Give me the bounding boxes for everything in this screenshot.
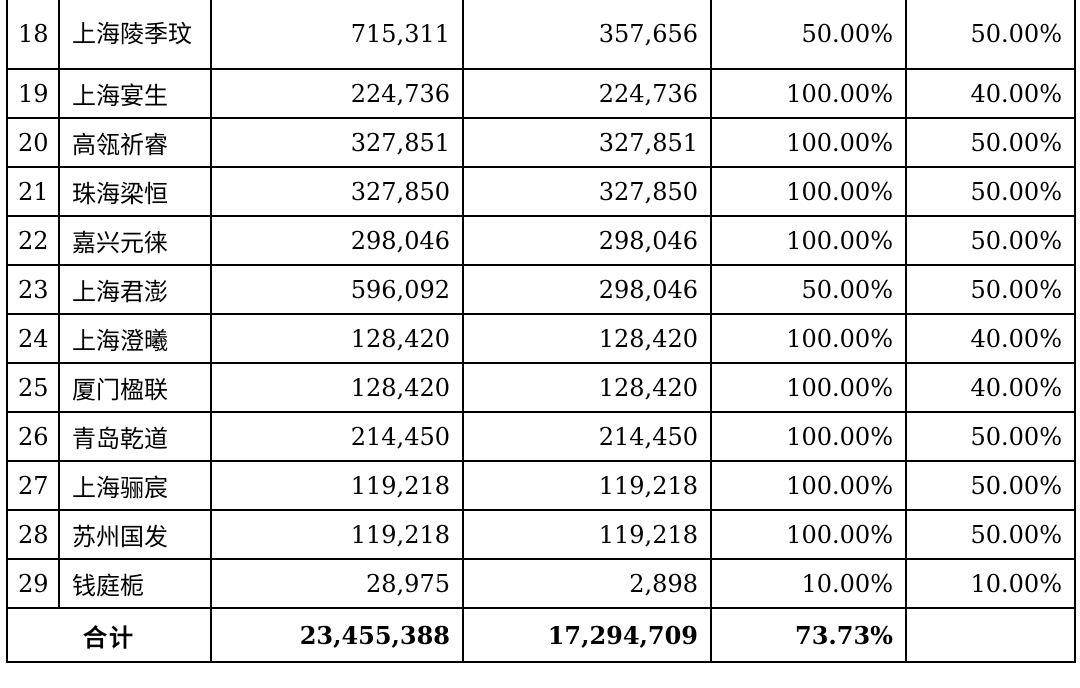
total-amount: 224,736	[210, 68, 464, 119]
subscription-ratio: 100.00%	[710, 509, 907, 560]
row-number: 27	[6, 460, 60, 511]
share-ratio: 40.00%	[905, 68, 1076, 119]
row-number: 22	[6, 215, 60, 266]
row-number: 19	[6, 68, 60, 119]
subscribed-amount: 357,656	[462, 0, 712, 70]
total-amount: 596,092	[210, 264, 464, 315]
share-ratio: 40.00%	[905, 313, 1076, 364]
table-row: 23 上海君澎 596,092 298,046 50.00% 50.00%	[6, 264, 1076, 315]
subscribed-amount: 327,851	[462, 117, 712, 168]
row-number: 18	[6, 0, 60, 70]
share-ratio: 50.00%	[905, 509, 1076, 560]
subscription-ratio: 100.00%	[710, 313, 907, 364]
row-number: 21	[6, 166, 60, 217]
subscribed-amount: 128,420	[462, 362, 712, 413]
investor-name: 高瓴祈睿	[58, 117, 212, 168]
share-ratio: 50.00%	[905, 411, 1076, 462]
total-share	[905, 607, 1076, 663]
subscription-ratio: 100.00%	[710, 362, 907, 413]
total-amount: 28,975	[210, 558, 464, 609]
total-amount: 327,851	[210, 117, 464, 168]
investor-name: 青岛乾道	[58, 411, 212, 462]
investor-name: 上海君澎	[58, 264, 212, 315]
subscription-ratio: 100.00%	[710, 68, 907, 119]
subscription-ratio: 10.00%	[710, 558, 907, 609]
subscription-ratio: 100.00%	[710, 411, 907, 462]
table-row: 27 上海骊宸 119,218 119,218 100.00% 50.00%	[6, 460, 1076, 511]
table-row: 24 上海澄曦 128,420 128,420 100.00% 40.00%	[6, 313, 1076, 364]
table-row: 28 苏州国发 119,218 119,218 100.00% 50.00%	[6, 509, 1076, 560]
table-row: 18 上海陵季玟 715,311 357,656 50.00% 50.00%	[6, 0, 1076, 70]
total-amount: 327,850	[210, 166, 464, 217]
investor-name: 嘉兴元徕	[58, 215, 212, 266]
table-row: 22 嘉兴元徕 298,046 298,046 100.00% 50.00%	[6, 215, 1076, 266]
share-ratio: 50.00%	[905, 460, 1076, 511]
row-number: 29	[6, 558, 60, 609]
investor-name: 厦门楹联	[58, 362, 212, 413]
subscription-ratio: 50.00%	[710, 0, 907, 70]
total-subscribed: 17,294,709	[462, 607, 712, 663]
total-label: 合计	[6, 607, 212, 663]
share-ratio: 50.00%	[905, 166, 1076, 217]
subscription-ratio: 100.00%	[710, 166, 907, 217]
row-number: 28	[6, 509, 60, 560]
investor-name: 钱庭栀	[58, 558, 212, 609]
share-ratio: 50.00%	[905, 117, 1076, 168]
row-number: 24	[6, 313, 60, 364]
total-amount: 298,046	[210, 215, 464, 266]
subscription-ratio: 100.00%	[710, 460, 907, 511]
total-amount: 119,218	[210, 460, 464, 511]
allocation-table: 18 上海陵季玟 715,311 357,656 50.00% 50.00% 19 上海宴生 2…	[6, 0, 1076, 663]
subscription-ratio: 100.00%	[710, 117, 907, 168]
total-amount: 715,311	[210, 0, 464, 70]
table-row: 21 珠海梁恒 327,850 327,850 100.00% 50.00%	[6, 166, 1076, 217]
investor-name: 珠海梁恒	[58, 166, 212, 217]
investor-name: 苏州国发	[58, 509, 212, 560]
total-ratio: 73.73%	[710, 607, 907, 663]
subscribed-amount: 2,898	[462, 558, 712, 609]
row-number: 25	[6, 362, 60, 413]
total-amount: 128,420	[210, 362, 464, 413]
share-ratio: 50.00%	[905, 215, 1076, 266]
table-body: 18 上海陵季玟 715,311 357,656 50.00% 50.00% 19 上海宴生 2…	[6, 0, 1076, 663]
share-ratio: 10.00%	[905, 558, 1076, 609]
subscribed-amount: 119,218	[462, 460, 712, 511]
subscribed-amount: 128,420	[462, 313, 712, 364]
total-amount: 214,450	[210, 411, 464, 462]
table-row: 19 上海宴生 224,736 224,736 100.00% 40.00%	[6, 68, 1076, 119]
share-ratio: 50.00%	[905, 264, 1076, 315]
table-row: 20 高瓴祈睿 327,851 327,851 100.00% 50.00%	[6, 117, 1076, 168]
total-amount: 23,455,388	[210, 607, 464, 663]
investor-name: 上海宴生	[58, 68, 212, 119]
subscribed-amount: 119,218	[462, 509, 712, 560]
investor-name: 上海骊宸	[58, 460, 212, 511]
total-amount: 128,420	[210, 313, 464, 364]
subscribed-amount: 298,046	[462, 215, 712, 266]
subscribed-amount: 298,046	[462, 264, 712, 315]
subscribed-amount: 224,736	[462, 68, 712, 119]
share-ratio: 40.00%	[905, 362, 1076, 413]
row-number: 20	[6, 117, 60, 168]
table-row: 26 青岛乾道 214,450 214,450 100.00% 50.00%	[6, 411, 1076, 462]
table-total-row: 合计 23,455,388 17,294,709 73.73%	[6, 607, 1076, 663]
subscription-ratio: 100.00%	[710, 215, 907, 266]
share-ratio: 50.00%	[905, 0, 1076, 70]
total-amount: 119,218	[210, 509, 464, 560]
row-number: 23	[6, 264, 60, 315]
table-row: 29 钱庭栀 28,975 2,898 10.00% 10.00%	[6, 558, 1076, 609]
investor-name: 上海陵季玟	[58, 0, 212, 70]
table-row: 25 厦门楹联 128,420 128,420 100.00% 40.00%	[6, 362, 1076, 413]
subscribed-amount: 327,850	[462, 166, 712, 217]
subscription-ratio: 50.00%	[710, 264, 907, 315]
investor-name: 上海澄曦	[58, 313, 212, 364]
subscribed-amount: 214,450	[462, 411, 712, 462]
row-number: 26	[6, 411, 60, 462]
